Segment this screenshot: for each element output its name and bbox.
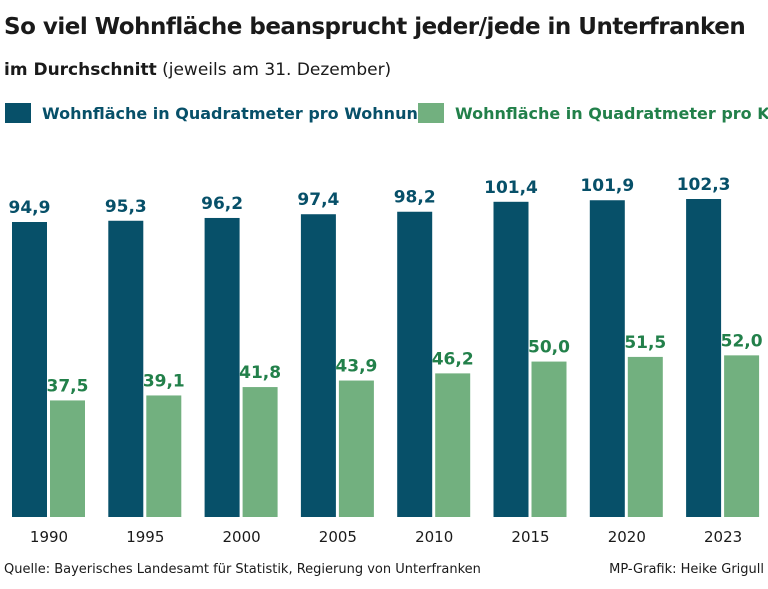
bar-per-person-1995 bbox=[146, 395, 182, 517]
x-tick-label-1990: 1990 bbox=[30, 528, 68, 546]
bar-chart: 94,9 37,5 1990 95,3 39,1 1995 96,2 41,8 2000 97,4… bbox=[9, 175, 763, 546]
bar-per-dwelling-1995 bbox=[108, 220, 144, 517]
bar-per-person-2020 bbox=[627, 356, 663, 517]
subtitle-note: (jeweils am 31. Dezember) bbox=[156, 60, 392, 80]
x-tick-label-2020: 2020 bbox=[608, 528, 646, 546]
bar-per-person-2015 bbox=[531, 361, 567, 517]
bar-per-person-1990 bbox=[50, 400, 85, 517]
chart-title: So viel Wohnfläche beansprucht jeder/jed… bbox=[4, 14, 746, 40]
bar-per-dwelling-1990 bbox=[12, 222, 47, 517]
subtitle-emphasis: im Durchschnitt bbox=[4, 60, 157, 80]
value-label-per-dwelling-2005: 97,4 bbox=[297, 190, 339, 210]
bar-per-dwelling-2000 bbox=[204, 217, 240, 517]
legend-swatch-dark bbox=[5, 103, 31, 123]
value-label-per-dwelling-1990: 94,9 bbox=[9, 198, 51, 218]
bar-per-dwelling-2023 bbox=[686, 199, 722, 517]
bar-per-person-2005 bbox=[338, 380, 374, 517]
legend-label-per-person: Wohnfläche in Quadratmeter pro Kopf bbox=[455, 103, 768, 123]
legend-label-per-dwelling: Wohnfläche in Quadratmeter pro Wohnung bbox=[42, 103, 430, 123]
x-tick-label-2023: 2023 bbox=[704, 528, 742, 546]
bar-per-dwelling-2010 bbox=[397, 211, 433, 517]
value-label-per-person-2020: 51,5 bbox=[624, 333, 666, 353]
value-label-per-person-2023: 52,0 bbox=[721, 331, 763, 351]
x-tick-label-2010: 2010 bbox=[415, 528, 453, 546]
bar-per-dwelling-2020 bbox=[589, 200, 625, 517]
x-tick-label-2005: 2005 bbox=[319, 528, 357, 546]
value-label-per-dwelling-2000: 96,2 bbox=[201, 194, 243, 214]
graphic-credit: MP-Grafik: Heike Grigull bbox=[609, 562, 764, 577]
x-tick-label-2000: 2000 bbox=[223, 528, 261, 546]
value-label-per-person-2010: 46,2 bbox=[432, 349, 474, 369]
bar-per-person-2010 bbox=[435, 373, 471, 517]
legend-item-per-person: Wohnfläche in Quadratmeter pro Kopf bbox=[418, 101, 768, 125]
bar-per-dwelling-2005 bbox=[300, 214, 336, 517]
x-tick-label-1995: 1995 bbox=[126, 528, 164, 546]
legend-item-per-dwelling: Wohnfläche in Quadratmeter pro Wohnung bbox=[5, 101, 429, 125]
value-label-per-dwelling-2020: 101,9 bbox=[580, 176, 634, 196]
value-label-per-dwelling-2015: 101,4 bbox=[484, 178, 538, 198]
x-tick-label-2015: 2015 bbox=[511, 528, 549, 546]
value-label-per-dwelling-2023: 102,3 bbox=[677, 175, 731, 195]
value-label-per-dwelling-2010: 98,2 bbox=[394, 188, 436, 208]
bar-per-person-2000 bbox=[242, 387, 278, 517]
legend-swatch-light bbox=[418, 103, 444, 123]
bar-per-dwelling-2015 bbox=[493, 201, 529, 517]
value-label-per-person-2000: 41,8 bbox=[239, 363, 281, 383]
value-label-per-person-1990: 37,5 bbox=[47, 376, 89, 396]
value-label-per-person-2015: 50,0 bbox=[528, 338, 570, 358]
source-note: Quelle: Bayerisches Landesamt für Statis… bbox=[4, 562, 481, 577]
bar-per-person-2023 bbox=[724, 355, 760, 517]
value-label-per-dwelling-1995: 95,3 bbox=[105, 197, 147, 217]
chart-subtitle: im Durchschnitt (jeweils am 31. Dezember… bbox=[4, 60, 391, 80]
value-label-per-person-2005: 43,9 bbox=[335, 357, 377, 377]
value-label-per-person-1995: 39,1 bbox=[143, 371, 185, 391]
